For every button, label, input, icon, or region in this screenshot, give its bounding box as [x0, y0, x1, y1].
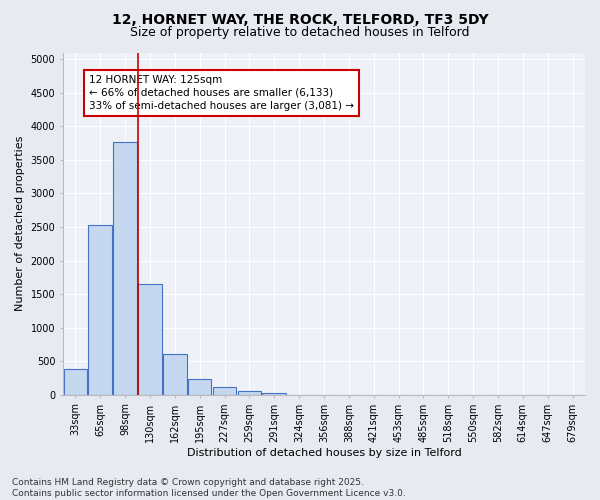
Bar: [262, 393, 286, 395]
Text: 12, HORNET WAY, THE ROCK, TELFORD, TF3 5DY: 12, HORNET WAY, THE ROCK, TELFORD, TF3 5…: [112, 12, 488, 26]
Bar: [113, 142, 137, 395]
Bar: [238, 391, 261, 395]
Y-axis label: Number of detached properties: Number of detached properties: [15, 136, 25, 312]
Bar: [64, 370, 87, 395]
Bar: [188, 379, 211, 395]
Text: Contains HM Land Registry data © Crown copyright and database right 2025.
Contai: Contains HM Land Registry data © Crown c…: [12, 478, 406, 498]
Bar: [213, 388, 236, 395]
Bar: [138, 284, 162, 395]
Text: 12 HORNET WAY: 125sqm
← 66% of detached houses are smaller (6,133)
33% of semi-d: 12 HORNET WAY: 125sqm ← 66% of detached …: [89, 74, 354, 111]
X-axis label: Distribution of detached houses by size in Telford: Distribution of detached houses by size …: [187, 448, 461, 458]
Bar: [163, 354, 187, 395]
Text: Size of property relative to detached houses in Telford: Size of property relative to detached ho…: [130, 26, 470, 39]
Bar: [88, 225, 112, 395]
